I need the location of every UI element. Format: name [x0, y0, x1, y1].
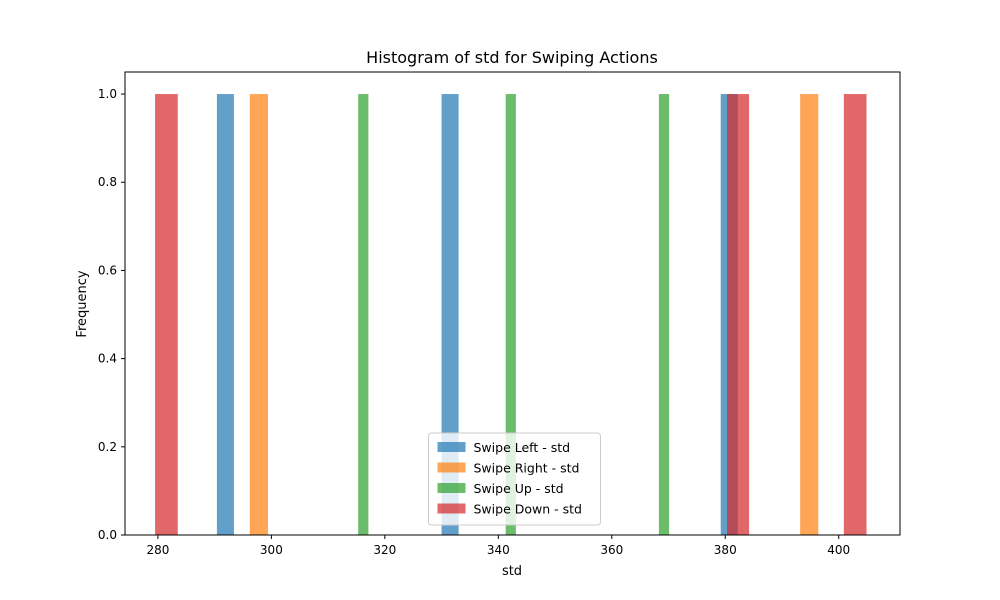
x-tick-label: 300 — [260, 543, 283, 557]
bar-3-3 — [658, 94, 670, 536]
x-tick-label: 340 — [487, 543, 510, 557]
legend-swatch — [437, 442, 466, 452]
y-tick-label: 0.2 — [98, 440, 117, 454]
x-tick-label: 360 — [600, 543, 623, 557]
y-tick-label: 0.4 — [98, 352, 117, 366]
bar-3-1 — [358, 94, 369, 536]
legend-frame — [428, 432, 601, 526]
y-tick-label: 0.6 — [98, 263, 117, 277]
legend-swatch — [437, 503, 466, 514]
y-tick-label: 0.8 — [98, 175, 117, 189]
legend-label: Swipe Down - std — [474, 502, 582, 517]
x-axis-label: std — [502, 564, 522, 579]
y-axis-label: Frequency — [75, 270, 90, 337]
y-tick-label: 0.0 — [98, 528, 117, 542]
bar-2-1 — [249, 94, 268, 536]
x-tick-label: 380 — [714, 543, 737, 557]
x-tick-label: 400 — [827, 543, 850, 557]
y-axis-ticks: 0.0 0.2 0.4 0.6 0.8 1.0 — [98, 87, 125, 542]
legend-label: Swipe Right - std — [474, 461, 580, 476]
bar-3-2 — [505, 94, 516, 536]
legend-swatch — [437, 462, 466, 473]
bar-4-3 — [843, 94, 867, 536]
legend: Swipe Left - std Swipe Right - std Swipe U… — [428, 432, 601, 526]
bar-4-1 — [155, 94, 178, 536]
plot-area-frame — [124, 71, 901, 536]
bar-1-2 — [441, 94, 459, 536]
bar-2-2 — [800, 94, 819, 536]
x-axis-ticks: 280 300 320 340 360 380 400 — [146, 535, 850, 557]
bar-1-1 — [216, 94, 234, 536]
bar-4-2 — [726, 94, 750, 536]
legend-label: Swipe Left - std — [474, 440, 571, 455]
bars-layer — [155, 94, 867, 536]
x-tick-label: 320 — [373, 543, 396, 557]
y-tick-label: 1.0 — [98, 87, 117, 101]
legend-swatch — [437, 483, 466, 493]
legend-label: Swipe Up - std — [474, 481, 564, 496]
x-tick-label: 280 — [146, 543, 169, 557]
chart-title: Histogram of std for Swiping Actions — [366, 48, 658, 67]
